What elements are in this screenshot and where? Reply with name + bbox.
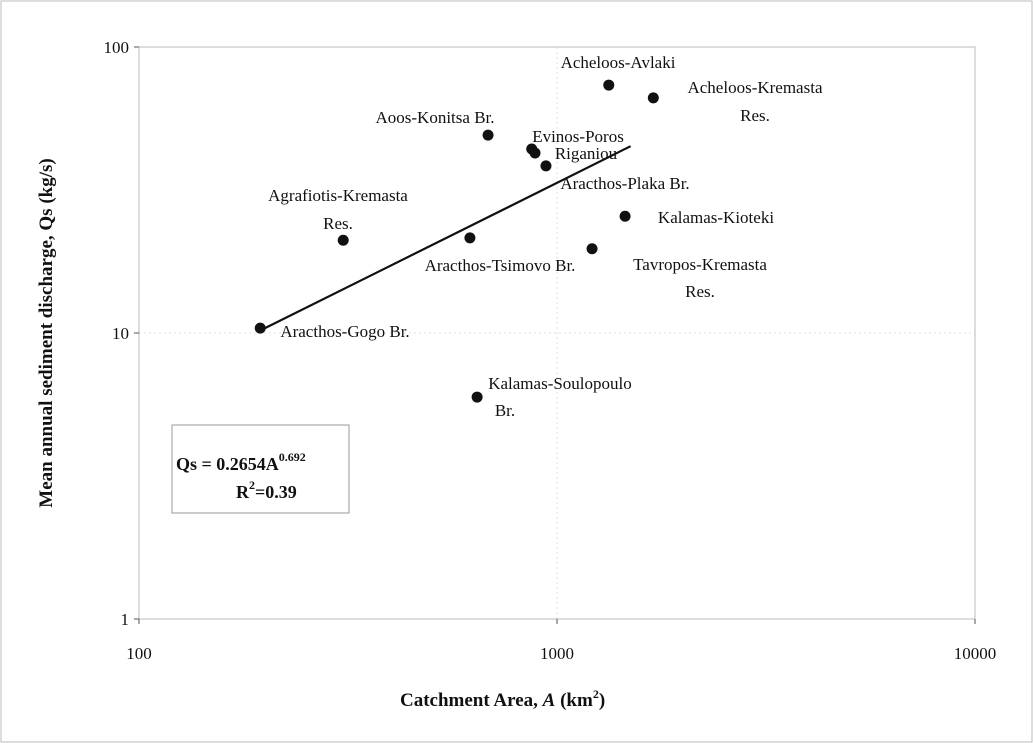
point-label: Acheloos-Avlaki (561, 53, 676, 72)
x-label-part: 2 (593, 687, 599, 701)
r2-exponent: 2 (249, 478, 255, 492)
point-label: Acheloos-Kremasta (687, 78, 822, 97)
point (603, 79, 615, 91)
point (540, 160, 552, 172)
x-axis-label: Catchment Area, A (km2) (400, 687, 605, 711)
equation: Qs = 0.2654A0.692 (176, 450, 306, 474)
x-tick-label: 1000 (540, 644, 574, 663)
point (471, 391, 483, 403)
point (647, 92, 659, 104)
point-label: Evinos-Poros (532, 127, 624, 146)
x-tick-label: 100 (126, 644, 152, 663)
point-label: Riganiou (555, 144, 618, 163)
equation-text: Qs = 0.2654A (176, 454, 279, 474)
point (254, 322, 266, 334)
point (586, 243, 598, 255)
point-label: Kalamas-Soulopoulo (488, 374, 632, 393)
point (464, 232, 476, 244)
x-label-part: ) (599, 690, 605, 711)
y-axis-label: Mean annual sediment discharge, Qs (kg/s… (36, 158, 57, 507)
x-label-part: Catchment Area, (400, 690, 543, 711)
point-label: Res. (323, 214, 353, 233)
x-label-part: A (542, 690, 556, 711)
point-label: Kalamas-Kioteki (658, 208, 774, 227)
point-label: Tavropos-Kremasta (633, 255, 767, 274)
y-tick-label: 10 (112, 324, 129, 343)
point-label: Br. (495, 401, 515, 420)
point-label: Res. (685, 282, 715, 301)
y-tick-label: 1 (121, 610, 130, 629)
point-label: Aoos-Konitsa Br. (376, 108, 495, 127)
point-label: Aracthos-Gogo Br. (280, 322, 409, 341)
y-tick-label: 100 (104, 38, 130, 57)
r2-text: R (236, 482, 250, 502)
point-label: Aracthos-Tsimovo Br. (425, 256, 576, 275)
point-label: Agrafiotis-Kremasta (268, 186, 408, 205)
equation-box (171, 424, 350, 514)
point (482, 129, 494, 141)
equation-exponent: 0.692 (279, 450, 306, 464)
point (529, 147, 541, 159)
trendline (259, 145, 632, 332)
point-label: Aracthos-Plaka Br. (560, 174, 689, 193)
point (619, 210, 631, 222)
point-label: Res. (740, 106, 770, 125)
point (337, 234, 349, 246)
x-tick-label: 10000 (954, 644, 997, 663)
r2-value: =0.39 (255, 482, 297, 502)
x-label-part: (km (555, 690, 593, 711)
r-squared: R2=0.39 (236, 478, 297, 502)
